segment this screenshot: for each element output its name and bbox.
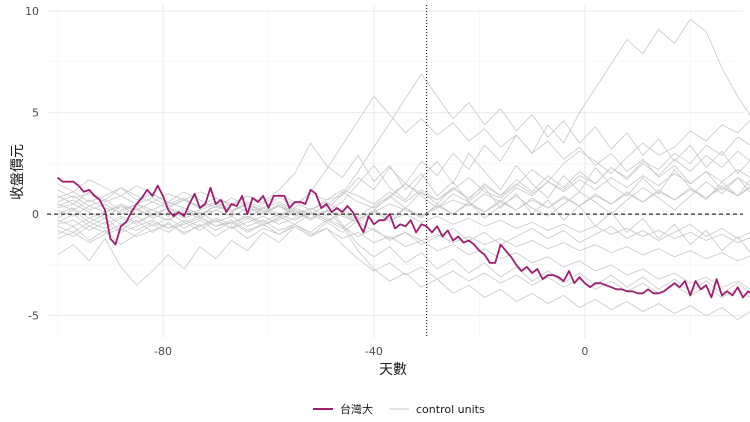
legend-label-treated: 台灣大 bbox=[340, 402, 373, 416]
y-tick-labels: -5 0 5 10 bbox=[25, 5, 39, 323]
control-unit-line bbox=[57, 211, 750, 245]
grid-major bbox=[47, 5, 743, 338]
y-tick-label: 10 bbox=[25, 5, 39, 18]
control-unit-lines bbox=[57, 18, 750, 321]
grid-minor bbox=[47, 5, 743, 338]
control-unit-line bbox=[57, 195, 750, 290]
x-tick-label: 0 bbox=[581, 345, 588, 358]
control-unit-line bbox=[57, 209, 750, 298]
control-unit-line bbox=[57, 185, 750, 286]
control-unit-line bbox=[57, 199, 750, 294]
x-axis-title: 天數 bbox=[379, 362, 407, 378]
control-unit-line bbox=[57, 187, 750, 245]
x-tick-label: -80 bbox=[154, 345, 172, 358]
control-unit-line bbox=[57, 142, 750, 253]
treated-series-path bbox=[56, 176, 750, 299]
legend-label-control: control units bbox=[416, 403, 485, 416]
y-tick-label: 0 bbox=[32, 208, 39, 221]
x-tick-label: -40 bbox=[365, 345, 383, 358]
control-unit-line bbox=[57, 211, 750, 262]
control-unit-line bbox=[57, 136, 750, 233]
y-tick-label: 5 bbox=[32, 107, 39, 120]
reference-lines bbox=[47, 5, 743, 338]
control-unit-line bbox=[57, 152, 750, 219]
y-axis-title: 收盤價元 bbox=[9, 144, 26, 200]
control-unit-line bbox=[57, 205, 750, 321]
x-tick-labels: -80 -40 0 bbox=[154, 345, 588, 358]
control-unit-line bbox=[57, 96, 750, 231]
control-unit-line bbox=[57, 73, 750, 221]
control-unit-line bbox=[57, 150, 750, 239]
y-tick-label: -5 bbox=[28, 310, 39, 323]
control-unit-line bbox=[57, 189, 750, 243]
control-unit-line bbox=[57, 177, 750, 221]
legend: 台灣大 control units bbox=[313, 402, 485, 416]
treated-series-line bbox=[56, 176, 750, 299]
